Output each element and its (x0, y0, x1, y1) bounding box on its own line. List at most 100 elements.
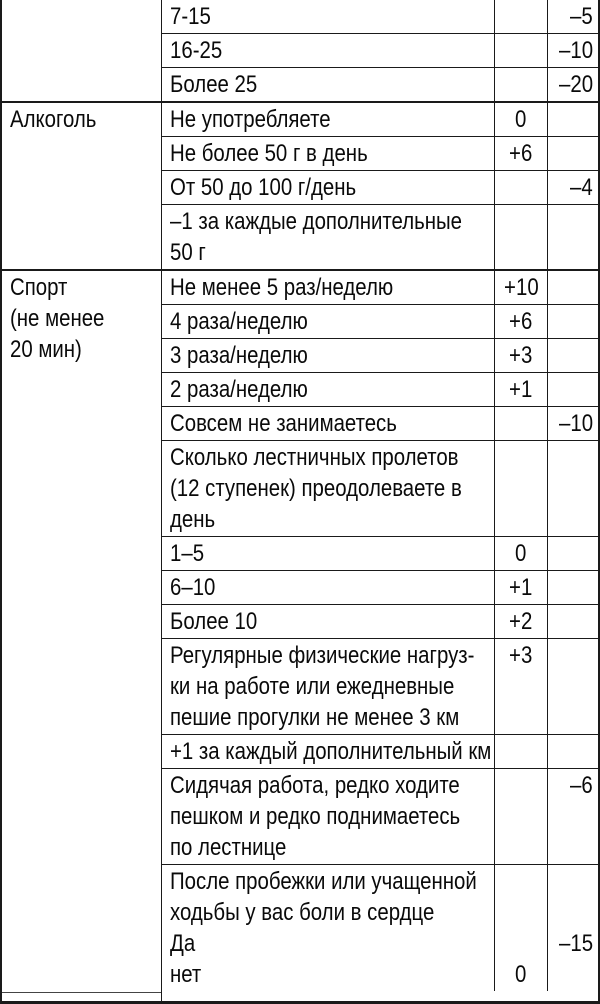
item-cell: Более 25 (162, 68, 494, 101)
minus-points-cell: –10 (547, 34, 598, 67)
table-row: От 50 до 100 г/день –4 (162, 171, 598, 205)
item-cell: 7-15 (162, 0, 494, 33)
item-label: 2 раза/неделю (170, 376, 308, 403)
plus-points-cell: +3 (494, 339, 547, 372)
minus-points-cell (547, 373, 598, 406)
item-label: 3 раза/неделю (170, 342, 308, 369)
minus-points-cell: –4 (547, 171, 598, 204)
minus-points-value: –15 (558, 930, 593, 957)
plus-points-cell: +1 (494, 571, 547, 604)
item-label: После пробежки или учащенной ходьбы у ва… (170, 868, 477, 988)
table-row: Сидячая работа, редко ходите пешком и ре… (162, 769, 598, 865)
item-cell: Регулярные физические нагруз- ки на рабо… (162, 639, 494, 734)
plus-points-value: +3 (509, 642, 533, 669)
plus-points-cell: +1 (494, 373, 547, 406)
section-rows: Не менее 5 раз/неделю +10 4 раза/неделю +6 3… (162, 271, 598, 1001)
category-label: Спорт (не менее 20 мин) (10, 274, 105, 363)
plus-points-cell: +2 (494, 605, 547, 638)
table-row: Не более 50 г в день +6 (162, 137, 598, 171)
minus-points-value: –10 (558, 37, 593, 64)
table-row: 7-15 –5 (162, 0, 598, 34)
item-label: Не употребляете (170, 106, 331, 133)
plus-points-cell (494, 407, 547, 440)
table-row: 3 раза/неделю +3 (162, 339, 598, 373)
plus-points-cell (494, 735, 547, 768)
item-cell: 2 раза/неделю (162, 373, 494, 406)
plus-points-cell: 0 (494, 865, 547, 991)
table-row: Не употребляете 0 (162, 103, 598, 137)
table-row: Сколько лестничных пролетов (12 ступенек… (162, 441, 598, 537)
table-section: Спорт (не менее 20 мин) Не менее 5 раз/не… (2, 269, 598, 1001)
plus-points-value: +6 (509, 308, 533, 335)
item-label: 7-15 (170, 3, 211, 30)
table-row: 16-25 –10 (162, 34, 598, 68)
table-row: Не менее 5 раз/неделю +10 (162, 271, 598, 305)
plus-points-value: +1 (509, 574, 533, 601)
minus-points-cell: –10 (547, 407, 598, 440)
item-label: Совсем не занимаетесь (170, 410, 397, 437)
item-cell: 16-25 (162, 34, 494, 67)
minus-points-cell (547, 639, 598, 734)
table-row: +1 за каждый дополнительный км (162, 735, 598, 769)
item-label: 4 раза/неделю (170, 308, 308, 335)
minus-points-cell (547, 305, 598, 338)
plus-points-cell: 0 (494, 103, 547, 136)
plus-points-cell: +6 (494, 305, 547, 338)
minus-points-value: –4 (570, 174, 593, 201)
minus-points-cell (547, 339, 598, 372)
table-row: Более 25 –20 (162, 68, 598, 101)
table-row: 1–5 0 (162, 537, 598, 571)
item-label: Более 10 (170, 608, 258, 635)
item-label: +1 за каждый дополнительный км (170, 738, 492, 765)
plus-points-value: +2 (509, 608, 533, 635)
minus-points-value: –20 (558, 71, 593, 98)
table-row: 4 раза/неделю +6 (162, 305, 598, 339)
item-cell: Не менее 5 раз/неделю (162, 271, 494, 304)
plus-points-cell: +6 (494, 137, 547, 170)
item-label: Сколько лестничных пролетов (12 ступенек… (170, 444, 462, 533)
minus-points-cell: –5 (547, 0, 598, 33)
category-cell (2, 0, 162, 101)
item-cell: 6–10 (162, 571, 494, 604)
plus-points-value: 0 (515, 106, 527, 133)
plus-points-value: +1 (509, 376, 533, 403)
plus-points-value: +3 (509, 342, 533, 369)
item-cell: Совсем не занимаетесь (162, 407, 494, 440)
item-cell: 4 раза/неделю (162, 305, 494, 338)
minus-points-cell (547, 137, 598, 170)
item-label: 16-25 (170, 37, 223, 64)
item-cell: Сколько лестничных пролетов (12 ступенек… (162, 441, 494, 536)
table-row: Совсем не занимаетесь –10 (162, 407, 598, 441)
minus-points-cell (547, 441, 598, 536)
table-section: Алкоголь Не употребляете 0 Не более 50 г в … (2, 101, 598, 269)
plus-points-value: 0 (515, 540, 527, 567)
category-cell: Алкоголь (2, 103, 162, 269)
plus-points-cell (494, 171, 547, 204)
minus-points-cell (547, 271, 598, 304)
item-cell: 3 раза/неделю (162, 339, 494, 372)
item-label: Не менее 5 раз/неделю (170, 274, 394, 301)
section-rows: 7-15 –5 16-25 –10 Более 25 –20 (162, 0, 598, 101)
minus-points-cell (547, 103, 598, 136)
minus-points-cell (547, 205, 598, 269)
plus-points-value: +10 (503, 274, 539, 301)
item-cell: Сидячая работа, редко ходите пешком и ре… (162, 769, 494, 864)
item-label: –1 за каждые дополнительные 50 г (170, 208, 463, 266)
table-row: Более 10 +2 (162, 605, 598, 639)
table-row: 6–10 +1 (162, 571, 598, 605)
item-cell: После пробежки или учащенной ходьбы у ва… (162, 865, 494, 991)
minus-points-value: –5 (570, 3, 593, 30)
category-cell: Спорт (не менее 20 мин) (2, 271, 162, 1001)
minus-points-cell (547, 605, 598, 638)
plus-points-cell: 0 (494, 537, 547, 570)
item-label: 1–5 (170, 540, 205, 567)
minus-points-cell: –20 (547, 68, 598, 101)
item-label: Сидячая работа, редко ходите пешком и ре… (170, 772, 461, 861)
table-row: После пробежки или учащенной ходьбы у ва… (162, 865, 598, 991)
plus-points-cell: +3 (494, 639, 547, 734)
table-section: 7-15 –5 16-25 –10 Более 25 –20 (2, 0, 598, 101)
item-label: Более 25 (170, 71, 258, 98)
item-cell: Не употребляете (162, 103, 494, 136)
item-label: 6–10 (170, 574, 216, 601)
